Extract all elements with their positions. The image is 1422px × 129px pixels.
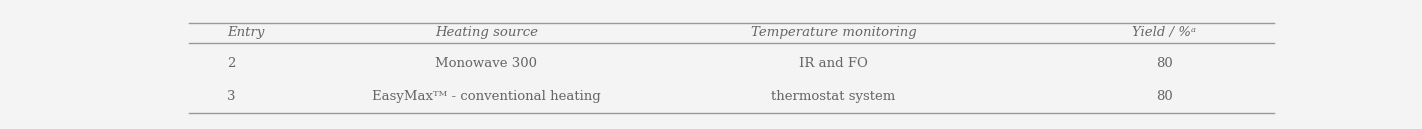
Text: 80: 80 xyxy=(1156,90,1173,103)
Text: Monowave 300: Monowave 300 xyxy=(435,57,538,70)
Text: IR and FO: IR and FO xyxy=(799,57,867,70)
Text: 2: 2 xyxy=(228,57,236,70)
Text: 3: 3 xyxy=(228,90,236,103)
Text: EasyMaxᵀᴹ - conventional heating: EasyMaxᵀᴹ - conventional heating xyxy=(373,90,600,103)
Text: Temperature monitoring: Temperature monitoring xyxy=(751,26,916,39)
Text: thermostat system: thermostat system xyxy=(771,90,896,103)
Text: Entry: Entry xyxy=(228,26,264,39)
Text: Heating source: Heating source xyxy=(435,26,538,39)
Text: 80: 80 xyxy=(1156,57,1173,70)
Text: Yield / %ᵃ: Yield / %ᵃ xyxy=(1132,26,1196,39)
